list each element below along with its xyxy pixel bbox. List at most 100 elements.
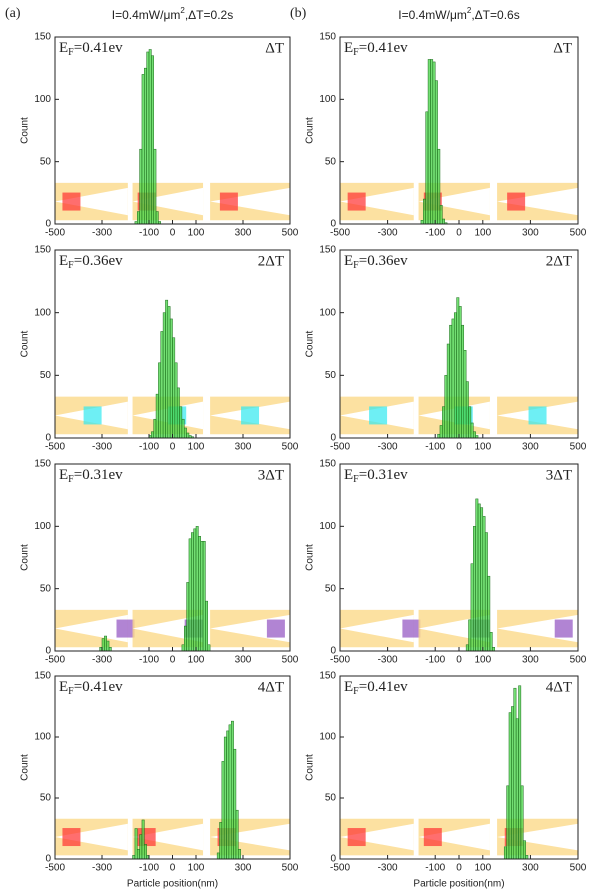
- x-tick-label: -100: [425, 863, 445, 874]
- waveguide-gap: [55, 614, 128, 643]
- x-tick-label: -300: [378, 442, 398, 453]
- fermi-level-annotation: EF=0.41ev: [344, 679, 408, 697]
- annotation-part: F: [68, 686, 74, 697]
- particle-site: [347, 828, 366, 847]
- bar: [148, 49, 152, 225]
- bar: [184, 427, 187, 439]
- waveguide-gap: [132, 823, 204, 851]
- y-tick-label: 50: [40, 793, 52, 804]
- bar: [465, 644, 469, 652]
- bar: [423, 198, 426, 225]
- bar: [162, 312, 166, 439]
- annotation-part: F: [353, 686, 359, 697]
- bar: [160, 331, 164, 439]
- y-axis-label: Count: [20, 754, 31, 781]
- y-axis-label: Count: [20, 117, 31, 144]
- y-tick-label: 150: [34, 245, 51, 256]
- bar: [158, 362, 161, 439]
- x-tick-label: 500: [282, 863, 299, 874]
- bar: [169, 318, 173, 439]
- y-tick-label: 100: [319, 732, 336, 743]
- x-tick-label: -300: [92, 863, 112, 874]
- bar: [186, 582, 190, 652]
- y-tick-label: 50: [40, 583, 52, 594]
- fermi-level-annotation: EF=0.41ev: [344, 40, 408, 58]
- x-tick-label: 100: [474, 655, 491, 666]
- bar: [484, 532, 488, 652]
- bar: [465, 381, 469, 439]
- x-tick-label: -300: [378, 655, 398, 666]
- waveguide-gap: [418, 823, 490, 851]
- x-tick-label: 500: [570, 863, 587, 874]
- bar: [186, 432, 190, 439]
- x-tick-label: 300: [235, 228, 252, 239]
- bar: [520, 785, 524, 860]
- fermi-level-annotation: EF=0.31ev: [59, 467, 123, 485]
- title-part: ,ΔT=0.6s: [471, 8, 519, 22]
- waveguide-gap: [340, 614, 414, 643]
- bar: [425, 111, 429, 225]
- bar: [191, 532, 194, 652]
- bar: [195, 526, 199, 652]
- bar: [165, 299, 169, 439]
- bar: [420, 220, 424, 225]
- step-label: ΔT: [265, 40, 284, 56]
- x-tick-label: 100: [188, 655, 205, 666]
- x-tick-label: 0: [456, 442, 462, 453]
- step-label: 3ΔT: [546, 467, 572, 483]
- bar: [442, 406, 445, 439]
- x-tick-label: -300: [92, 655, 112, 666]
- bar: [141, 74, 145, 225]
- y-axis-label: Count: [305, 544, 316, 571]
- annotation-part: F: [68, 47, 74, 58]
- annotation-part: =0.41ev: [359, 679, 408, 695]
- particle-site: [423, 828, 442, 847]
- step-label: 3ΔT: [258, 467, 284, 483]
- annotation-part: F: [353, 260, 359, 271]
- bar: [207, 644, 211, 652]
- bar: [188, 538, 192, 652]
- title-part: ,ΔT=0.2s: [185, 8, 233, 22]
- bar: [470, 563, 474, 652]
- x-tick-label: 300: [235, 442, 252, 453]
- step-label: 2ΔT: [546, 253, 572, 269]
- bar: [444, 375, 448, 439]
- panel-label: (b): [290, 6, 307, 21]
- bar: [518, 685, 522, 860]
- x-tick-label: -500: [330, 863, 350, 874]
- x-tick-label: -500: [330, 442, 350, 453]
- panel-label: (a): [5, 6, 21, 21]
- bar: [468, 406, 472, 439]
- step-label: 4ΔT: [258, 679, 284, 695]
- bar: [146, 51, 150, 225]
- bar: [432, 61, 436, 225]
- bar: [482, 516, 486, 652]
- y-tick-label: 150: [319, 32, 336, 43]
- step-label: ΔT: [553, 40, 572, 56]
- x-axis-label: Particle position(nm): [127, 879, 218, 890]
- bar: [139, 148, 143, 225]
- x-tick-label: 500: [282, 655, 299, 666]
- waveguide-gap: [497, 823, 578, 851]
- bar: [198, 536, 201, 652]
- bar: [437, 433, 441, 439]
- annotation-part: =0.36ev: [359, 253, 408, 269]
- fermi-level-annotation: EF=0.41ev: [59, 40, 123, 58]
- x-tick-label: -500: [45, 442, 65, 453]
- bar: [141, 819, 145, 860]
- x-tick-label: 100: [474, 442, 491, 453]
- bar: [205, 600, 208, 652]
- x-tick-label: 300: [522, 228, 539, 239]
- x-tick-label: -100: [139, 442, 159, 453]
- step-label: 4ΔT: [546, 679, 572, 695]
- bar: [238, 848, 241, 860]
- bar: [437, 148, 441, 225]
- y-axis-label: Count: [20, 330, 31, 357]
- annotation-part: =0.41ev: [74, 40, 123, 56]
- fermi-level-annotation: EF=0.41ev: [59, 679, 123, 697]
- annotation-part: =0.41ev: [359, 40, 408, 56]
- y-tick-label: 0: [330, 854, 336, 865]
- x-tick-label: 500: [282, 228, 299, 239]
- bar: [439, 205, 443, 225]
- annotation-part: E: [59, 467, 68, 483]
